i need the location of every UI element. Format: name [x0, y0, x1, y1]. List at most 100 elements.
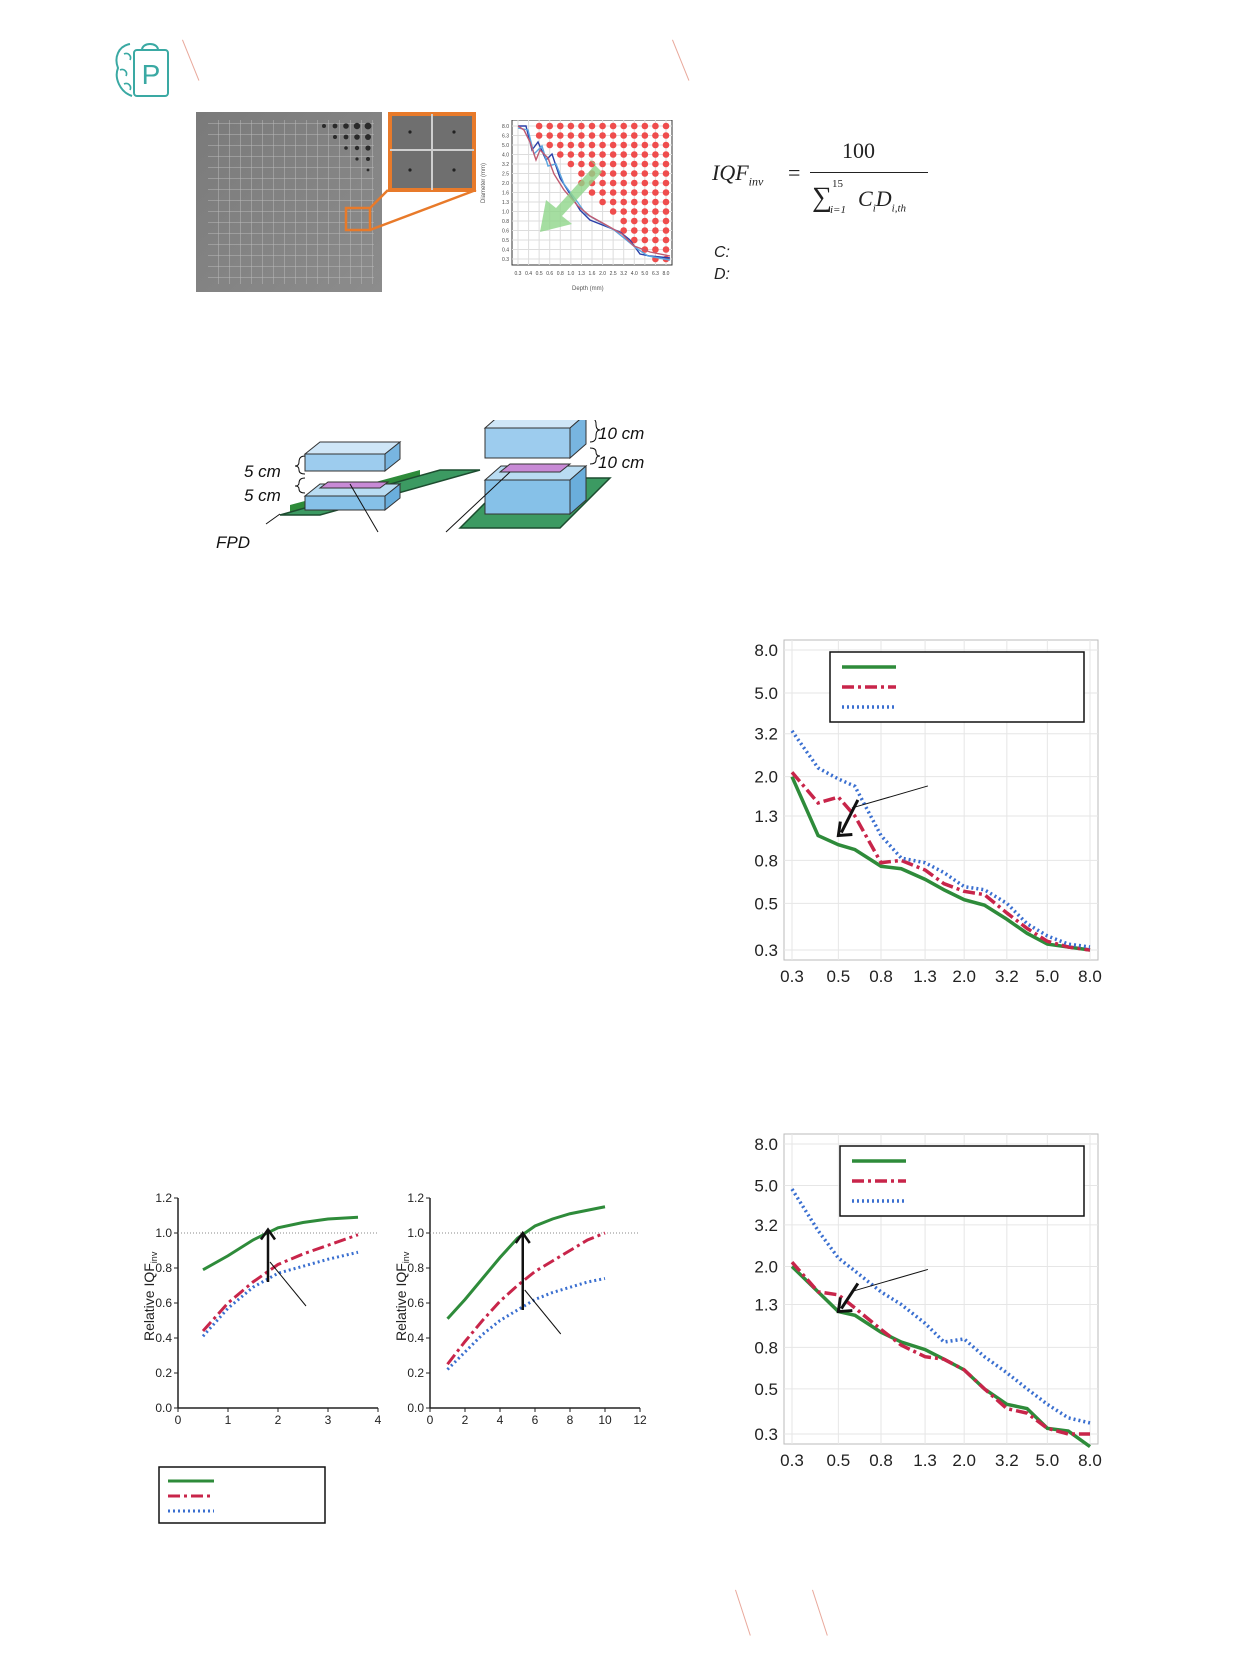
mini-detected-dot	[599, 122, 606, 130]
small-bottom-label: 5 cm	[244, 486, 281, 505]
cd-top-x-tick-label: 5.0	[1036, 967, 1060, 986]
formula-legend-d: D:	[714, 266, 730, 283]
mini-detected-dot	[535, 132, 543, 139]
mini-x-tick: 0.5	[536, 271, 543, 277]
iqf-formula: IQFinv = 100 ∑ 15 i=1 CiDi,th	[712, 138, 932, 230]
mini-y-tick: 1.0	[502, 210, 509, 216]
iqf-right-x-tick-label: 2	[462, 1413, 469, 1427]
cd-top-x-tick-label: 0.8	[869, 967, 893, 986]
mini-x-tick: 1.3	[578, 271, 585, 277]
mini-detected-dot	[620, 217, 628, 225]
mini-xlabel: Depth (mm)	[572, 286, 604, 292]
zoomed-phantom-cell	[388, 112, 476, 192]
iqf-right-x-tick-label: 12	[633, 1413, 647, 1427]
mini-detected-dot	[578, 141, 585, 149]
mini-detected-dot	[630, 198, 638, 206]
iqf-left-annotation-leader	[269, 1261, 307, 1307]
mini-x-tick: 4.0	[631, 271, 638, 277]
formula-term-d-sub: i,th	[891, 202, 907, 215]
mini-detected-dot	[535, 122, 543, 130]
mini-detected-dot	[567, 160, 575, 168]
mini-detected-dot	[652, 132, 659, 139]
mini-detected-dot	[641, 122, 649, 130]
mini-detected-dot	[662, 122, 670, 130]
mini-y-tick: 5.0	[502, 143, 509, 149]
mini-detected-dot	[609, 160, 617, 168]
formula-numerator: 100	[842, 138, 875, 163]
mini-detected-dot	[652, 179, 659, 187]
large-test-object	[498, 463, 572, 473]
mini-detected-dot	[599, 179, 606, 187]
mini-detected-dot	[630, 170, 638, 177]
mini-detected-dot	[641, 227, 649, 234]
mini-x-tick: 1.0	[567, 271, 574, 277]
mini-y-tick: 0.5	[502, 238, 509, 244]
iqf-left-series-dotted	[201, 1250, 359, 1338]
mini-detected-dot	[599, 160, 606, 168]
cd-top-legend-box	[829, 651, 1085, 723]
mini-detected-dot	[578, 122, 585, 130]
mini-x-tick: 0.3	[515, 271, 522, 277]
mini-detected-dot	[630, 151, 638, 158]
mini-y-tick: 0.8	[502, 219, 509, 225]
mini-detected-dot	[620, 170, 628, 177]
cd-top-x-tick-label: 0.5	[827, 967, 851, 986]
cd-top-y-tick-label: 0.8	[754, 851, 778, 870]
mini-detected-dot	[620, 208, 628, 215]
cd-bottom-shift-arrowhead	[836, 1297, 853, 1314]
mini-detected-dot	[630, 179, 638, 187]
mini-detected-dot	[662, 227, 670, 234]
iqf-left-y-tick-label: 0.2	[155, 1366, 172, 1380]
mini-detected-dot	[630, 227, 638, 234]
iqf-left-series-dashdot	[201, 1233, 359, 1332]
mini-x-tick: 2.5	[610, 271, 617, 277]
iqf-right-y-tick-label: 1.2	[407, 1191, 424, 1205]
formula-sum-lower: i=1	[830, 204, 846, 216]
iqf-right-y-tick-label: 1.0	[407, 1226, 424, 1240]
iqf-left-y-tick-label: 0.0	[155, 1401, 172, 1415]
mini-detected-dot	[620, 160, 628, 168]
formula-term-c-sub: i	[872, 202, 876, 215]
iqf-right-annotation-leader	[524, 1289, 562, 1335]
mini-y-tick: 3.2	[502, 162, 509, 168]
mini-detected-dot	[641, 141, 649, 149]
large-lower-slab	[483, 464, 588, 516]
mini-detected-dot	[609, 179, 617, 187]
logo-letter: P	[142, 59, 161, 90]
cd-top-x-tick-label: 0.3	[780, 967, 804, 986]
mini-y-tick: 2.0	[502, 181, 509, 187]
mini-detected-dot	[609, 141, 617, 149]
cd-bottom-x-tick-label: 0.5	[827, 1451, 851, 1470]
mini-detected-dot	[641, 189, 649, 196]
footer-divider-left	[735, 1589, 751, 1636]
mini-detected-dot	[556, 132, 564, 139]
large-top-label: 10 cm	[598, 424, 645, 443]
cd-bottom-annotation-leader	[851, 1268, 929, 1292]
relative-iqf-chart-right: 0 2 4 6 8 10 12 0.0 0.2 0.4 0.6 0.8 1.0 1.2 Relative I…	[393, 1191, 647, 1427]
iqf-right-x-tick-label: 0	[427, 1413, 434, 1427]
mini-detected-dot	[556, 141, 564, 149]
mini-detected-dot	[599, 189, 606, 196]
iqf-left-series-solid	[202, 1215, 359, 1272]
mini-detected-dot	[662, 198, 670, 206]
mini-x-tick: 3.2	[620, 271, 627, 277]
mini-detected-dot	[641, 132, 649, 139]
mini-detected-dot	[588, 189, 596, 196]
iqf-right-x-tick-label: 10	[598, 1413, 612, 1427]
iqf-left-y-tick-label: 0.6	[155, 1296, 172, 1310]
mini-x-tick: 1.6	[589, 271, 596, 277]
iqf-left-y-tick-label: 0.8	[155, 1261, 172, 1275]
mini-x-tick: 8.0	[663, 271, 670, 277]
mini-detected-dot	[652, 198, 659, 206]
cd-top-annotation-leader	[851, 785, 929, 809]
cd-top-y-tick-label: 2.0	[754, 768, 778, 787]
cd-top-series-dashdot	[790, 771, 1091, 952]
mini-detected-dot	[588, 132, 596, 139]
mini-detected-dot	[620, 151, 628, 158]
mini-detected-dot	[588, 122, 596, 130]
mini-y-tick: 6.3	[502, 134, 509, 140]
iqf-right-y-tick-label: 0.6	[407, 1296, 424, 1310]
mini-detected-dot	[578, 151, 585, 158]
iqf-left-y-tick-label: 1.2	[155, 1191, 172, 1205]
